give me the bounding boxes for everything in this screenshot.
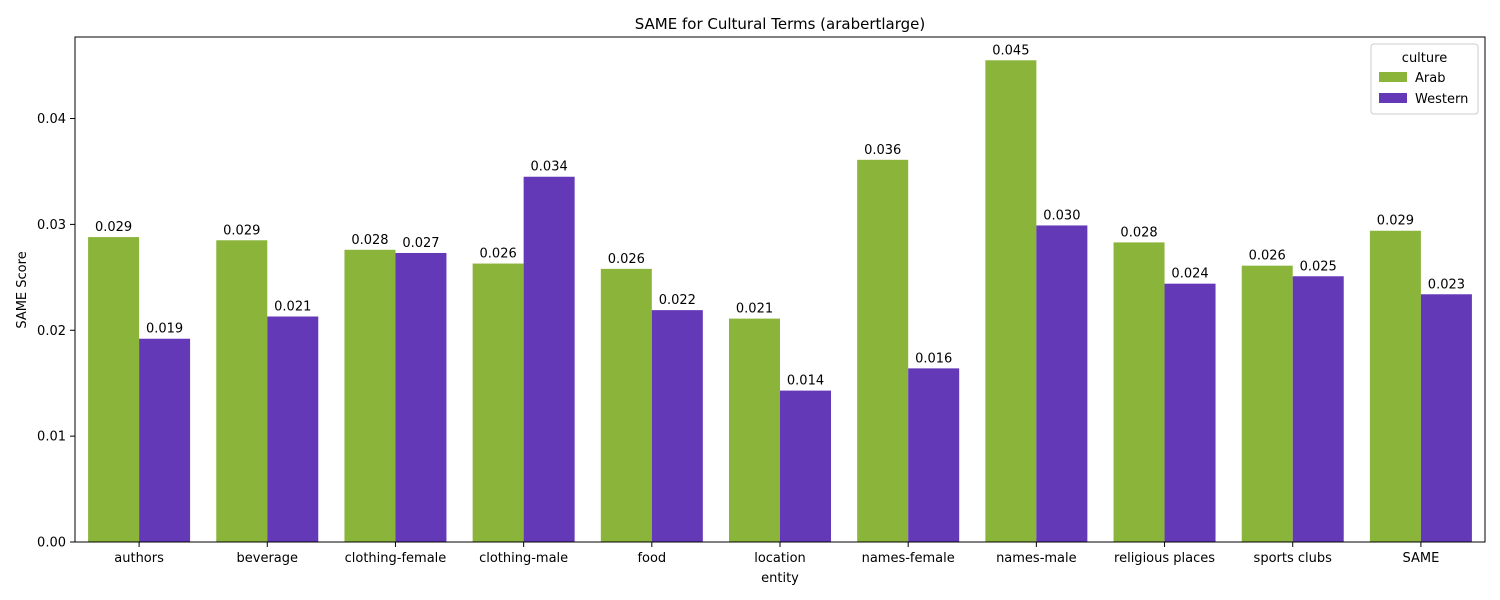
- y-tick-label: 0.00: [37, 536, 66, 551]
- y-tick-label: 0.04: [37, 112, 66, 127]
- bar-label-western-authors: 0.019: [146, 322, 183, 337]
- bar-label-arab-location: 0.021: [736, 302, 773, 317]
- bars-group: [88, 60, 1472, 543]
- bar-label-arab-names-female: 0.036: [864, 143, 901, 158]
- bar-western-food: [651, 310, 703, 542]
- bar-arab-names-male: [985, 60, 1037, 542]
- bar-label-arab-authors: 0.029: [95, 220, 132, 235]
- bar-label-western-food: 0.022: [659, 293, 696, 308]
- y-axis-label: SAME Score: [15, 251, 30, 328]
- bar-label-western-same: 0.023: [1428, 277, 1465, 292]
- bar-label-western-sports-clubs: 0.025: [1300, 259, 1337, 274]
- bar-arab-beverage: [216, 240, 268, 542]
- x-tick-label: beverage: [237, 551, 299, 566]
- x-tick-label: food: [637, 551, 666, 566]
- bar-western-sports-clubs: [1292, 276, 1344, 542]
- bar-arab-names-female: [857, 159, 909, 543]
- y-tick-label: 0.02: [37, 324, 66, 339]
- bar-western-religious-places: [1164, 283, 1216, 542]
- bar-label-arab-food: 0.026: [608, 252, 645, 267]
- y-tick-label: 0.03: [37, 218, 66, 233]
- bar-western-authors: [139, 338, 191, 542]
- bar-label-arab-sports-clubs: 0.026: [1249, 249, 1286, 264]
- bar-western-clothing-male: [523, 176, 575, 543]
- bar-arab-food: [600, 268, 652, 542]
- y-tick-label: 0.01: [37, 430, 66, 445]
- legend-title: culture: [1402, 51, 1447, 66]
- bar-label-arab-clothing-female: 0.028: [351, 233, 388, 248]
- x-tick-label: religious places: [1114, 551, 1215, 566]
- x-tick-label: authors: [114, 551, 164, 566]
- bar-label-western-beverage: 0.021: [274, 299, 311, 314]
- legend: culture Arab Western: [1370, 43, 1479, 115]
- bar-label-arab-names-male: 0.045: [992, 43, 1029, 58]
- x-tick-label: sports clubs: [1254, 551, 1333, 566]
- bar-arab-religious-places: [1113, 242, 1165, 542]
- bar-western-names-female: [908, 368, 960, 542]
- bar-label-western-location: 0.014: [787, 374, 824, 389]
- x-axis-label: entity: [761, 571, 799, 586]
- chart-title: SAME for Cultural Terms (arabertlarge): [635, 15, 925, 33]
- bar-labels-group: 0.029 0.019 0.029 0.021 0.028 0.027 0.026 0.034…: [95, 43, 1465, 388]
- bar-label-western-names-male: 0.030: [1043, 208, 1080, 223]
- bar-label-arab-beverage: 0.029: [223, 223, 260, 238]
- y-axis: 0.00 0.01 0.02 0.03 0.04: [37, 112, 75, 551]
- bar-western-beverage: [267, 316, 319, 542]
- bar-arab-clothing-male: [472, 263, 524, 542]
- x-tick-label: clothing-male: [479, 551, 568, 566]
- bar-label-arab-clothing-male: 0.026: [480, 247, 517, 262]
- bar-arab-same: [1369, 230, 1421, 543]
- x-tick-label: names-male: [996, 551, 1077, 566]
- x-tick-label: names-female: [862, 551, 955, 566]
- plot-frame: [74, 36, 1486, 543]
- bar-western-names-male: [1036, 225, 1088, 542]
- bar-arab-clothing-female: [344, 249, 396, 542]
- bar-arab-location: [729, 318, 780, 542]
- bar-label-western-clothing-female: 0.027: [402, 236, 439, 251]
- x-tick-label: location: [754, 551, 806, 566]
- bar-label-western-clothing-male: 0.034: [531, 160, 568, 175]
- bar-arab-sports-clubs: [1241, 265, 1293, 542]
- bar-western-same: [1420, 294, 1472, 542]
- legend-label-arab: Arab: [1415, 71, 1445, 86]
- legend-label-western: Western: [1415, 92, 1468, 107]
- bar-arab-authors: [88, 237, 140, 542]
- bar-western-clothing-female: [395, 252, 447, 542]
- x-tick-label: clothing-female: [345, 551, 447, 566]
- x-tick-label: SAME: [1402, 551, 1439, 566]
- bar-label-western-names-female: 0.016: [915, 351, 952, 366]
- bar-label-arab-same: 0.029: [1377, 214, 1414, 229]
- x-axis: authors beverage clothing-female clothing-m…: [114, 542, 1439, 566]
- legend-swatch-western: [1379, 93, 1407, 103]
- legend-swatch-arab: [1379, 72, 1407, 82]
- bar-western-location: [780, 390, 831, 542]
- bar-label-arab-religious-places: 0.028: [1120, 225, 1157, 240]
- bar-label-western-religious-places: 0.024: [1171, 267, 1208, 282]
